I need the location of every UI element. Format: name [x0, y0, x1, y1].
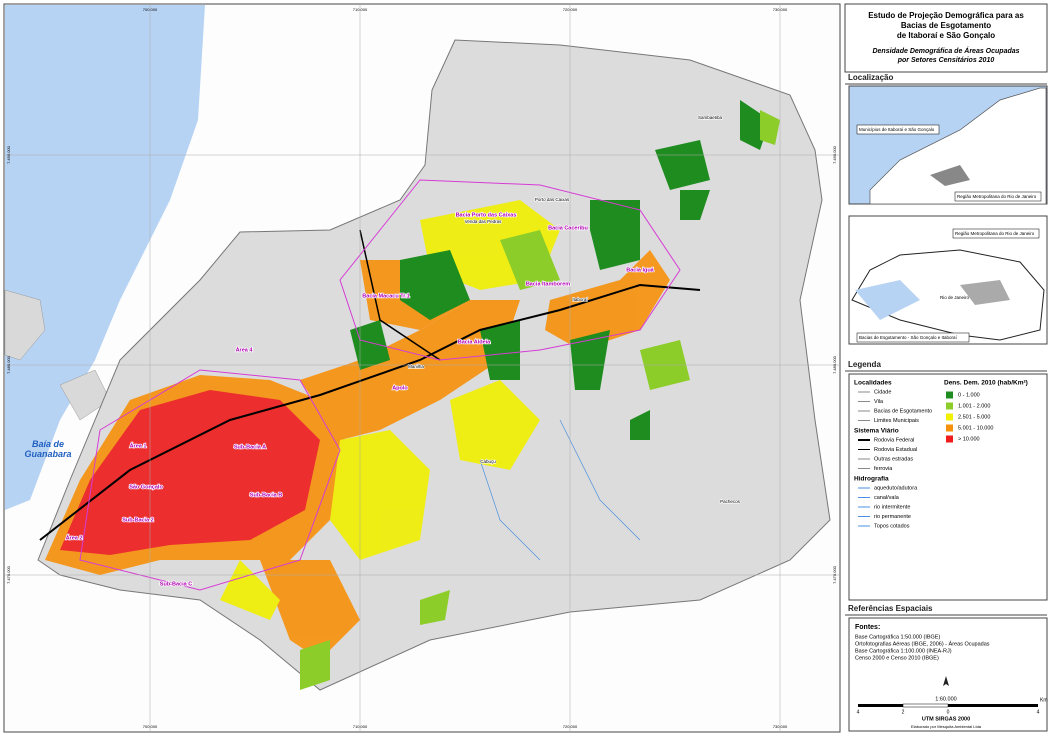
references-box [848, 617, 1048, 732]
town-label: Venda das Pedras [465, 219, 503, 224]
grid-label: 7.490.000 [832, 145, 837, 164]
legend-group-title: Localidades [854, 380, 892, 387]
town-label: Pachecos [720, 499, 741, 504]
grid-label: 710.000 [353, 724, 368, 729]
scale-tick: 0 [947, 709, 950, 715]
basin-label: Bacia Caceribu [548, 225, 588, 231]
grid-label: 7.470.000 [6, 565, 11, 584]
legend-item: Rodovia Federal [874, 437, 914, 443]
basin-label: Área 4 [236, 346, 254, 353]
grid-label: 720.000 [563, 7, 578, 12]
grid-label: 730.000 [773, 7, 788, 12]
basin-label: Bacia Aldeia [458, 339, 491, 345]
grid-label: 710.000 [353, 7, 368, 12]
town-label: Manilha [408, 364, 424, 369]
legend-item: Cidade [874, 389, 891, 395]
water-label: Baía de Guanabara [24, 439, 71, 459]
legend-item: rio permanente [874, 514, 911, 520]
basin-label: Área 2 [66, 534, 83, 541]
inset-label: Rio de Janeiro [940, 295, 970, 300]
scale-tick: 2 [902, 709, 905, 715]
source-line: Censo 2000 e Censo 2010 (IBGE) [855, 655, 939, 661]
grid-label: 7.480.000 [6, 355, 11, 374]
grid-label: 7.480.000 [832, 355, 837, 374]
grid-label: 720.000 [563, 724, 578, 729]
title-line: Bacias de Esgotamento [901, 21, 991, 30]
inset-label: Região Metropolitana do Rio de Janeiro [955, 231, 1035, 236]
density-swatch [946, 435, 953, 443]
section-heading: Legenda [848, 360, 881, 369]
legend-item: Topos cotados [874, 523, 910, 529]
legend-box [848, 373, 1048, 601]
basin-label: Sub-Bacia B [250, 492, 282, 498]
legend-item: Vila [874, 399, 884, 405]
density-label: 1.001 - 2.000 [958, 403, 990, 409]
legend-group-title: Sistema Viário [854, 428, 899, 435]
title-box [844, 3, 1048, 73]
legend-item: canal/vala [874, 495, 900, 501]
basin-label: Bacia Itamborem [526, 281, 570, 287]
sources-title: Fontes: [855, 624, 880, 631]
town-label: Porto das Caixas [535, 197, 570, 202]
basin-label: Área 1 [130, 442, 147, 449]
town-label: Sambaetiba [698, 115, 723, 120]
legend-item: Bacias de Esgotamento [874, 408, 932, 414]
credit: Elaborado por Mesquita Ambiental Ltda [911, 724, 982, 729]
grid-label: 700.000 [143, 7, 158, 12]
basin-label: Sub-Bacia 2 [122, 517, 153, 523]
source-line: Base Cartográfica 1:100.000 (INEA-RJ) [855, 648, 952, 654]
basin-label: Bacia Porto das Caixas [456, 212, 517, 218]
subtitle-line: por Setores Censitários 2010 [897, 57, 995, 64]
basin-label: São Gonçalo [129, 484, 163, 490]
legend-item: rio intermitente [874, 504, 910, 510]
title-line: Estudo de Projeção Demográfica para as [868, 11, 1024, 20]
title-line: de Itaboraí e São Gonçalo [897, 31, 995, 40]
inset-label: Bacias de Esgotamento - São Gonçalo e It… [859, 335, 958, 340]
inset-label: Municípios de Itaboraí e São Gonçalo [859, 127, 935, 132]
density-label: 0 - 1.000 [958, 392, 980, 398]
scale-unit: Km [1040, 697, 1048, 703]
scale-text: 1:60.000 [935, 696, 956, 702]
subtitle-line: Densidade Demográfica de Áreas Ocupadas [872, 46, 1019, 55]
density-swatch [946, 424, 953, 432]
basin-label: Sub-Bacia A [234, 444, 266, 450]
section-heading: Referências Espaciais [848, 604, 933, 613]
legend-group-title: Hidrografia [854, 476, 889, 483]
basin-label: Apolo [392, 385, 408, 391]
legend-item: Limites Municipais [874, 418, 919, 424]
legend-item: ferrovia [874, 466, 893, 472]
basin-label: Sub-Bacia C [160, 581, 192, 587]
section-heading: Localização [848, 73, 893, 82]
density-label: 5.001 - 10.000 [958, 425, 993, 431]
town-label: Itaboraí [572, 297, 588, 302]
density-swatch [946, 402, 953, 410]
scale-tick: 4 [1037, 709, 1040, 715]
grid-label: 7.490.000 [6, 145, 11, 164]
grid-label: 7.470.000 [832, 565, 837, 584]
legend-item: Outras estradas [874, 456, 913, 462]
grid-label: 730.000 [773, 724, 788, 729]
density-label: > 10.000 [958, 436, 980, 442]
density-swatch [946, 413, 953, 421]
source-line: Base Cartográfica 1:50.000 (IBGE) [855, 634, 940, 640]
basin-label: Bacia Iguá [626, 267, 654, 273]
town-label: Cabuçu [480, 459, 496, 464]
datum: UTM SIRGAS 2000 [922, 716, 970, 722]
density-label: 2.501 - 5.000 [958, 414, 990, 420]
density-title: Dens. Dem. 2010 (hab/Km²) [944, 380, 1028, 387]
scale-tick: 4 [857, 709, 860, 715]
map: 700.000 700.000 710.000 710.000 720.000 720.0… [4, 5, 839, 731]
legend-item: Rodovia Estadual [874, 447, 917, 453]
basin-label: Bacia Macacu Tr.1 [362, 293, 409, 299]
inset-label: Região Metropolitana do Rio de Janeiro [957, 194, 1037, 199]
density-swatch [946, 391, 953, 399]
grid-label: 700.000 [143, 724, 158, 729]
source-line: Ortofotografias Aéreas (IBGE, 2006) - Ár… [855, 640, 990, 647]
legend-item: aqueduto/adutora [874, 485, 918, 491]
